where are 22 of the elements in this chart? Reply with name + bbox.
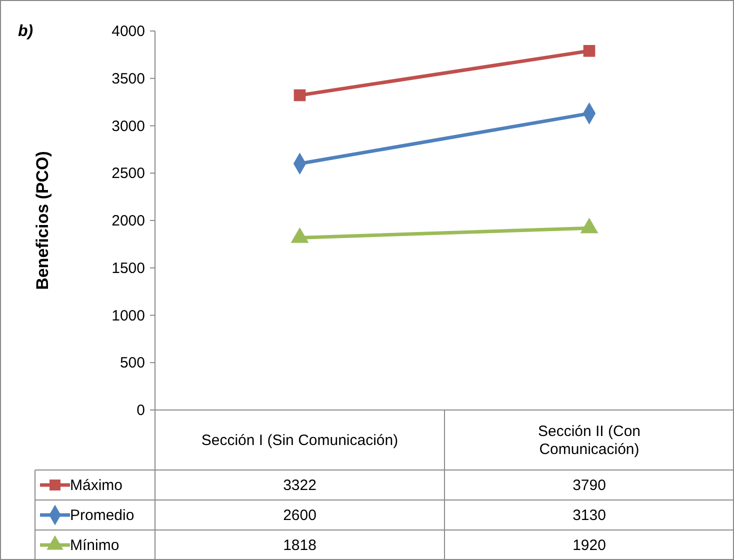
y-tick-label: 0 <box>136 402 145 419</box>
data-label: 1920 <box>572 537 606 554</box>
legend-label: Promedio <box>70 507 134 524</box>
data-label: 2600 <box>283 507 316 524</box>
y-tick-label: 1000 <box>112 307 145 324</box>
data-label: 3790 <box>572 477 606 494</box>
y-tick-label: 3500 <box>112 70 145 88</box>
y-tick-label: 1500 <box>112 260 145 277</box>
y-axis-title: Beneficios (PCO) <box>33 151 52 290</box>
data-label: 3130 <box>572 507 606 524</box>
y-tick-label: 2000 <box>112 212 145 230</box>
legend-label: Máximo <box>70 477 123 494</box>
y-tick-label: 500 <box>120 354 145 372</box>
x-tick-label: Sección II (Con Comunicación) <box>538 423 641 458</box>
y-tick-label: 3000 <box>112 118 145 135</box>
text: b) <box>18 23 34 40</box>
legend-label: Mínimo <box>70 537 120 554</box>
y-tick-label: 2500 <box>112 165 145 182</box>
x-tick-label: Sección I (Sin Comunicación) <box>201 432 398 449</box>
y-tick-label: 4000 <box>112 23 145 40</box>
data-label: 1818 <box>283 537 316 554</box>
data-label: 3322 <box>283 477 316 494</box>
